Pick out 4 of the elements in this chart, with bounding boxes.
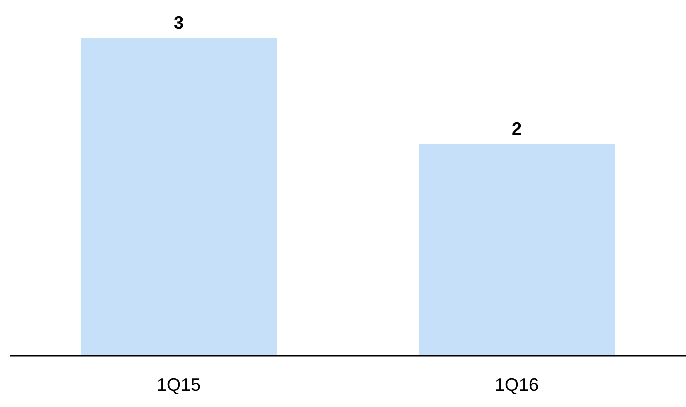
data-label: 2 [512,119,522,139]
data-label: 3 [174,13,184,33]
x-tick-label: 1Q15 [156,375,202,395]
x-tick-label: 1Q16 [494,375,540,395]
